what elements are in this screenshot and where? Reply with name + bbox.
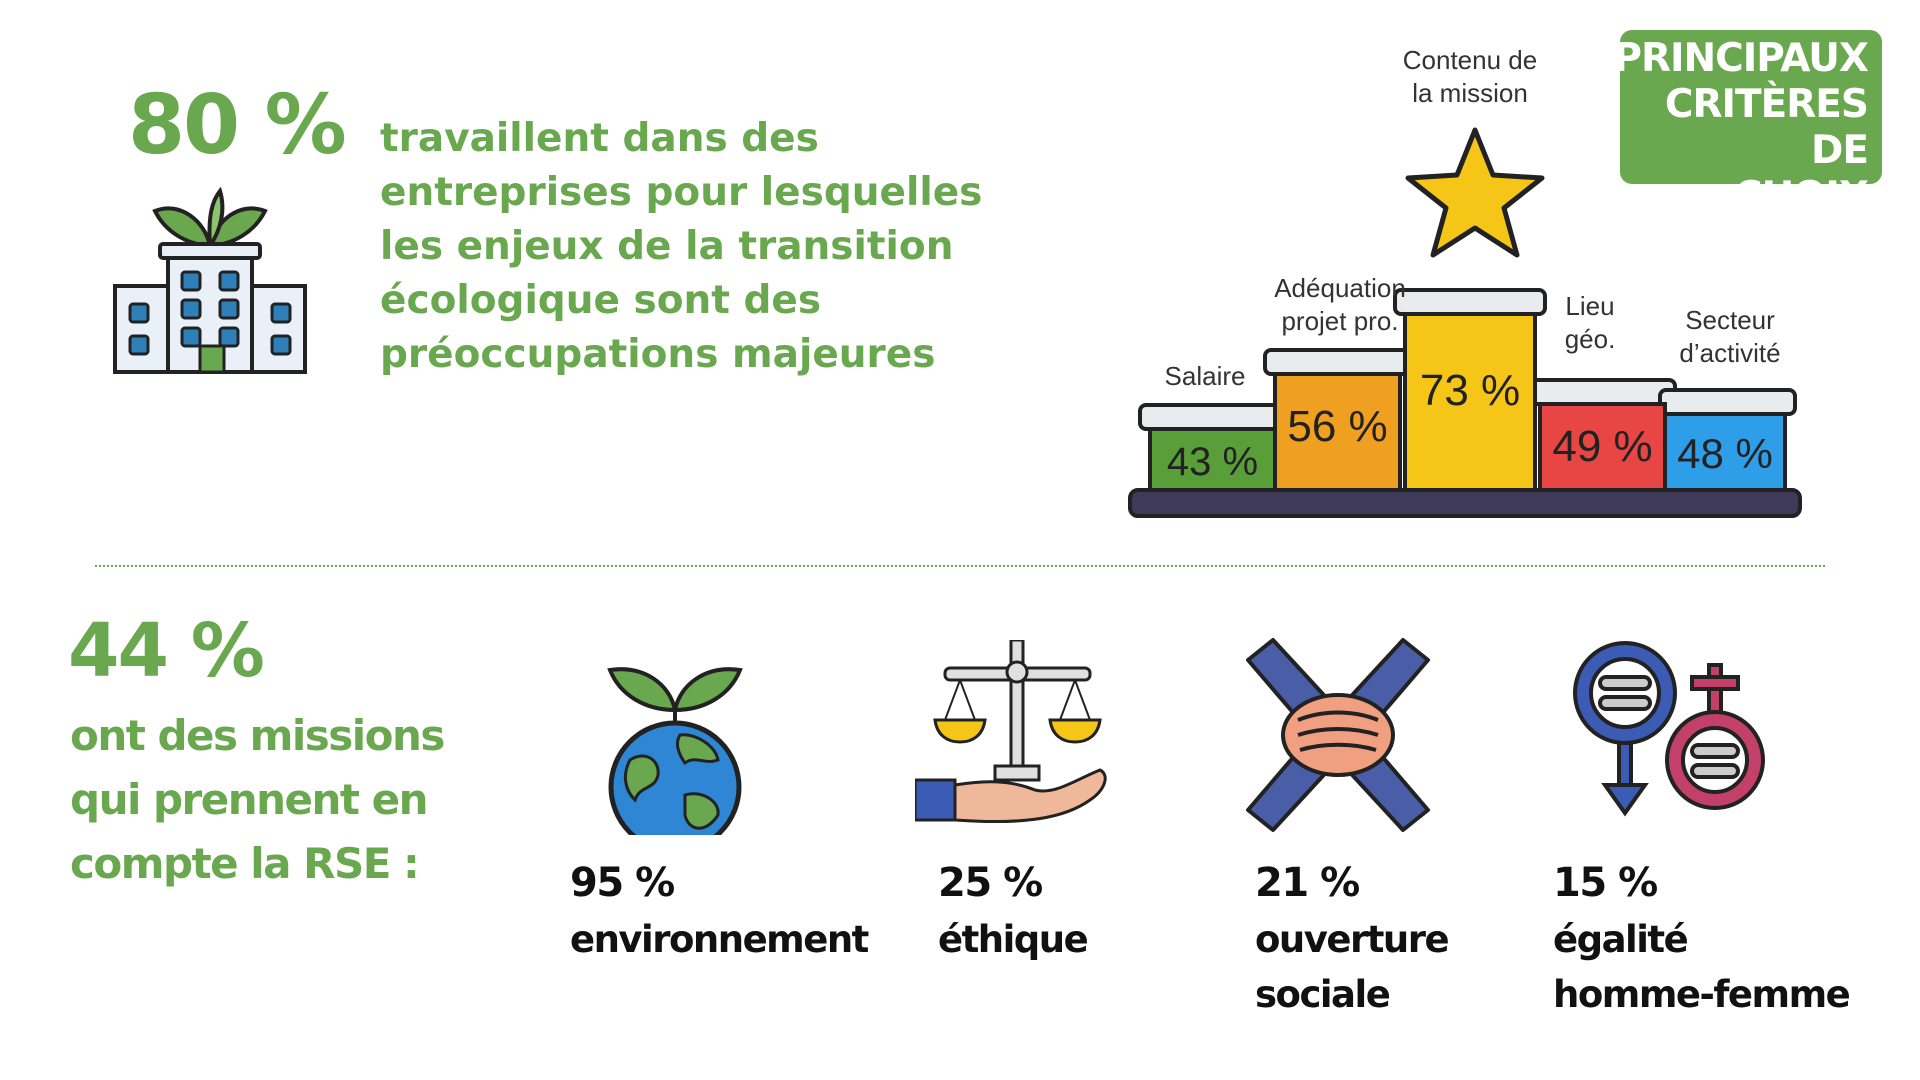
rse-percent-ethique: 25 % — [938, 860, 1043, 906]
podium-label-salaire: Salaire — [1164, 361, 1246, 391]
podium-value-lieu: 49 % — [1552, 422, 1653, 471]
podium-label-lieu: Lieu géo. — [1564, 291, 1616, 354]
podium-label-contenu: Contenu de la mission — [1402, 45, 1538, 108]
section-divider — [95, 565, 1825, 567]
podium-bar-contenu — [1403, 312, 1537, 492]
podium-label-secteur: Secteur d’activité — [1679, 305, 1781, 368]
podium-value-secteur: 48 % — [1677, 430, 1773, 477]
earth-plant-icon — [600, 635, 750, 854]
stat-44-percent: 44 % — [68, 608, 265, 694]
podium-value-adequation: 56 % — [1287, 402, 1388, 451]
joined-hands-icon — [1238, 635, 1438, 839]
rse-label-environnement: environnement — [570, 918, 869, 961]
star-icon — [1405, 127, 1545, 258]
rse-label-egalite: égalité homme-femme — [1553, 918, 1851, 1016]
podium-value-contenu: 73 % — [1419, 366, 1521, 415]
scale-hand-icon — [913, 638, 1115, 834]
stat-44-description: ont des missions qui prennent en compte … — [70, 711, 445, 888]
rse-label-ouverture: ouverture sociale — [1255, 918, 1450, 1016]
podium-chart: 43 % 56 % 73 % 49 % 48 % Salaire Adéquat… — [1120, 30, 1820, 530]
criteria-badge: PRINCIPAUX CRITÈRES DE CHOIX — [1613, 30, 1882, 219]
rse-label-ethique: éthique — [938, 918, 1089, 961]
podium-label-adequation: Adéquation projet pro. — [1274, 273, 1406, 336]
rse-percent-ouverture: 21 % — [1255, 860, 1360, 906]
green-building-icon — [110, 186, 310, 380]
stat-80-percent: 80 % — [128, 78, 347, 173]
stat-80-description: travaillent dans des entreprises pour le… — [380, 116, 983, 377]
rse-percent-egalite: 15 % — [1553, 860, 1658, 906]
podium-bar-secteur — [1663, 412, 1787, 492]
criteria-badge-text: PRINCIPAUX CRITÈRES DE CHOIX — [1613, 36, 1869, 219]
rse-percent-environnement: 95 % — [570, 860, 675, 906]
podium-bar-lieu — [1538, 402, 1667, 492]
podium-value-salaire: 43 % — [1166, 440, 1259, 484]
gender-equality-icon — [1560, 635, 1780, 839]
podium-bar-salaire — [1148, 427, 1277, 492]
podium-bar-adequation — [1273, 372, 1402, 492]
